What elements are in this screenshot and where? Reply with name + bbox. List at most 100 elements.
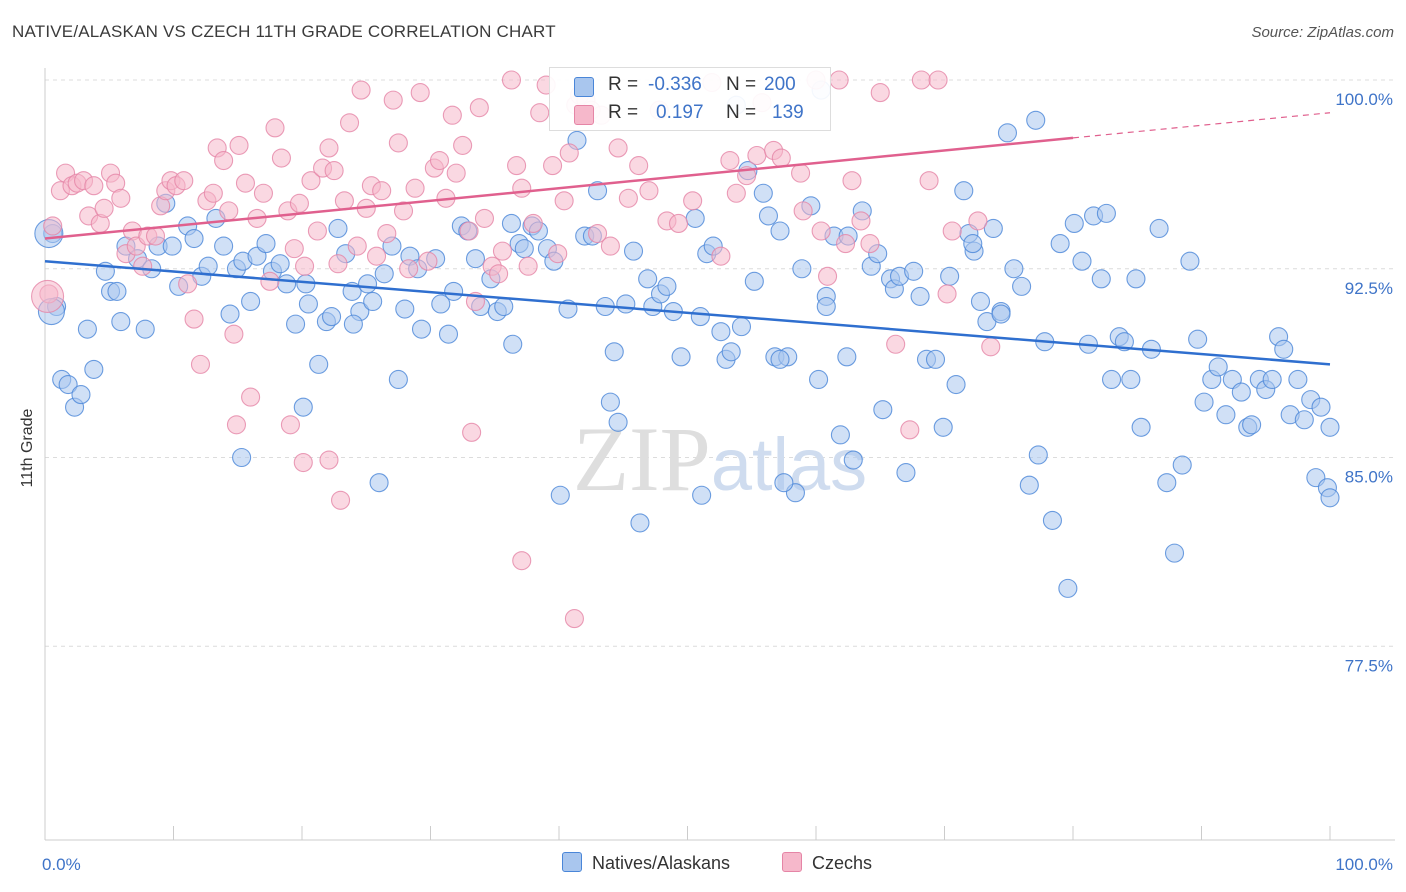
data-point [1004, 259, 1024, 279]
data-point [1126, 269, 1146, 289]
data-point [1019, 475, 1039, 495]
legend-swatch-pink [782, 852, 802, 872]
data-point [600, 236, 620, 256]
data-point [107, 281, 127, 301]
data-point [1320, 417, 1340, 437]
data-point [501, 70, 522, 90]
data-point [84, 359, 104, 379]
data-point [444, 281, 464, 301]
data-point [608, 412, 628, 432]
data-point [229, 135, 249, 155]
axes [44, 68, 1395, 841]
data-point [220, 304, 240, 324]
data-point [31, 279, 65, 313]
y-axis-title: 11th Grade [19, 408, 36, 487]
data-point [383, 90, 403, 110]
x-tick-label: 100.0% [1335, 855, 1393, 874]
data-point [388, 133, 408, 153]
data-point [983, 218, 1003, 239]
data-point [1096, 203, 1116, 223]
data-point [162, 236, 182, 256]
y-tick-label: 85.0% [1345, 468, 1393, 487]
data-point [271, 148, 291, 168]
data-point [587, 181, 608, 201]
data-point [630, 513, 650, 533]
data-point [668, 213, 689, 233]
data-point [919, 171, 939, 191]
data-point [1091, 269, 1111, 289]
data-point [446, 163, 466, 183]
data-point [692, 485, 712, 505]
data-point [459, 221, 479, 241]
data-point [774, 473, 794, 493]
data-point [270, 254, 290, 274]
data-point [548, 244, 568, 264]
data-point [843, 450, 863, 470]
data-point [111, 188, 131, 208]
data-point [554, 191, 574, 211]
data-point [543, 156, 563, 176]
data-point [377, 223, 397, 244]
legend-item-natives[interactable]: Natives/Alaskans [562, 852, 730, 874]
data-point [405, 178, 425, 198]
data-point [911, 70, 931, 90]
data-point [438, 324, 459, 344]
legend-label-natives: Natives/Alaskans [592, 853, 731, 873]
data-point [1157, 473, 1177, 493]
data-point [474, 208, 495, 228]
data-point [503, 334, 523, 354]
data-point [747, 145, 767, 166]
data-point [791, 163, 811, 183]
data-point [214, 150, 234, 171]
data-point [530, 103, 550, 123]
data-point [518, 256, 538, 276]
data-point [111, 312, 131, 332]
data-point [711, 322, 731, 342]
data-point [203, 183, 223, 203]
legend-swatch-blue [562, 852, 582, 872]
legend-n-value: 139 [772, 102, 804, 123]
legend-item-czechs[interactable]: Czechs [782, 852, 872, 874]
data-point [523, 213, 543, 233]
data-point [830, 425, 850, 445]
data-point [241, 291, 261, 312]
data-point [744, 271, 764, 291]
data-point [997, 123, 1018, 143]
data-point [253, 183, 274, 203]
legend-n-value: 200 [764, 74, 796, 95]
data-point [494, 296, 514, 317]
data-point [489, 264, 509, 284]
data-point [1288, 369, 1308, 390]
data-point [564, 609, 584, 629]
data-point [816, 296, 836, 317]
data-point [1208, 357, 1228, 377]
data-point [1320, 488, 1340, 508]
data-point [343, 314, 363, 334]
data-point [224, 324, 244, 344]
data-point [1172, 455, 1192, 475]
data-point [809, 369, 829, 390]
data-point [836, 234, 856, 254]
data-point [514, 239, 534, 259]
data-point [260, 271, 280, 291]
data-point [711, 246, 731, 266]
source-label: Source: ZipAtlas.com [1251, 24, 1394, 41]
legend-n-label: N = [726, 74, 757, 95]
data-point [369, 473, 389, 493]
data-point [896, 463, 916, 483]
data-point [968, 211, 988, 231]
data-point [963, 234, 983, 254]
data-point [442, 105, 462, 125]
data-point [600, 392, 620, 412]
data-point [837, 347, 857, 367]
data-point [870, 83, 890, 103]
data-point [71, 385, 91, 405]
data-point [587, 223, 608, 244]
y-tick-label: 92.5% [1345, 279, 1393, 298]
data-point [1064, 213, 1084, 233]
data-point [981, 337, 1001, 357]
data-point [286, 314, 306, 334]
data-point [818, 266, 838, 286]
data-point [241, 387, 261, 407]
